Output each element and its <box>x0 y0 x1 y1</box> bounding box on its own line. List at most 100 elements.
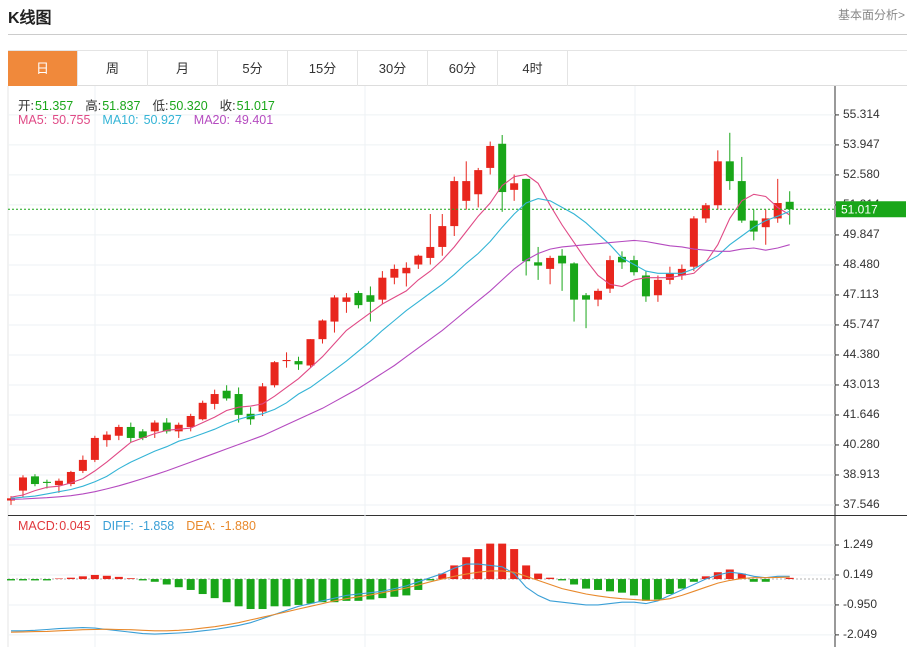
tab[interactable]: 5分 <box>218 51 288 86</box>
macd-bar <box>641 579 650 601</box>
info-value: 50.320 <box>169 99 208 113</box>
candle-body <box>773 203 782 219</box>
candle-body <box>486 145 495 168</box>
candle-body <box>138 431 147 438</box>
info-label: MA20: <box>193 113 230 127</box>
candle-body <box>18 477 27 491</box>
tab[interactable]: 日 <box>8 51 78 86</box>
candle-body <box>653 279 662 296</box>
macd-bar <box>390 579 399 597</box>
candle-body <box>606 260 614 289</box>
macd-bar <box>258 579 267 610</box>
candle-body <box>629 260 638 273</box>
candle-body <box>258 386 267 412</box>
candle-body <box>378 277 387 300</box>
info-item: DEA: -1.880 <box>186 519 256 533</box>
candle-body <box>617 256 626 263</box>
macd-bar <box>138 579 147 581</box>
y-tick-label: 37.546 <box>843 497 880 511</box>
candle-body <box>7 498 15 501</box>
candle-body <box>534 262 543 266</box>
candle-body <box>102 434 111 441</box>
tab[interactable]: 15分 <box>288 51 358 86</box>
macd-bar <box>174 579 183 588</box>
macd-bar <box>510 549 519 580</box>
y-tick-label: 49.847 <box>843 227 880 241</box>
info-value: 51.837 <box>102 99 141 113</box>
candle-body <box>342 297 351 302</box>
macd-bar <box>186 579 195 590</box>
macd-bar <box>114 576 123 580</box>
ma-line <box>10 198 790 499</box>
ma-line <box>10 173 790 498</box>
candle-body <box>474 170 483 195</box>
candle-body <box>270 362 279 386</box>
candle-body <box>318 320 327 340</box>
info-value: 50.755 <box>52 113 91 127</box>
tab[interactable]: 周 <box>78 51 148 86</box>
macd-bar <box>522 565 531 580</box>
macd-bar <box>270 579 279 607</box>
candle-body <box>558 255 567 264</box>
macd-bar <box>78 576 87 580</box>
macd-bar <box>210 579 219 599</box>
macd-bar <box>665 579 674 595</box>
candle-body <box>426 246 435 258</box>
candle-body <box>294 361 303 365</box>
macd-bar <box>150 579 159 582</box>
candle-body <box>390 268 399 278</box>
info-label: 开: <box>18 99 34 113</box>
macd-bar <box>450 565 459 580</box>
tab[interactable]: 月 <box>148 51 218 86</box>
candle-body <box>510 183 519 190</box>
candle-body <box>30 476 39 485</box>
candle-body <box>366 295 375 302</box>
info-value: -1.880 <box>220 519 256 533</box>
macd-bar <box>689 579 698 582</box>
candle-body <box>438 226 447 247</box>
info-item: MA20: 49.401 <box>194 113 273 127</box>
y-tick-label: 47.113 <box>843 287 879 301</box>
candle-body <box>462 181 471 201</box>
macd-bar <box>234 579 243 607</box>
candle-body <box>282 360 291 362</box>
tab[interactable]: 30分 <box>358 51 428 86</box>
y-tick-label: 0.149 <box>843 567 873 581</box>
macd-bar <box>594 579 603 590</box>
info-label: 收: <box>219 99 236 113</box>
macd-bar <box>677 579 686 589</box>
macd-bar <box>402 579 411 596</box>
indicator-line <box>10 570 790 633</box>
info-value: 0.045 <box>59 519 91 533</box>
macd-bar <box>486 543 495 580</box>
info-label: 高: <box>85 99 102 113</box>
y-tick-label: 38.913 <box>843 467 880 481</box>
candle-body <box>725 161 734 182</box>
candle-body <box>498 143 507 193</box>
macd-bar <box>30 579 39 581</box>
macd-bar <box>558 579 567 581</box>
last-price-box <box>836 201 906 218</box>
y-tick-label: 52.580 <box>843 167 880 181</box>
macd-bar <box>330 579 339 603</box>
candle-body <box>677 268 686 276</box>
macd-bar <box>18 579 27 581</box>
y-tick-label: -2.049 <box>843 627 877 641</box>
y-tick-label: 45.747 <box>843 317 880 331</box>
candle-body <box>306 339 315 366</box>
macd-bar <box>162 579 171 585</box>
macd-bar <box>617 579 626 593</box>
macd-bar <box>534 573 543 580</box>
y-tick-label: 53.947 <box>843 137 880 151</box>
macd-bar <box>198 579 207 595</box>
tab[interactable]: 60分 <box>428 51 498 86</box>
y-tick-label: -0.950 <box>843 597 877 611</box>
macd-bar <box>7 579 15 581</box>
y-tick-label: 43.013 <box>843 377 880 391</box>
info-item: MA10: 50.927 <box>102 113 181 127</box>
tab[interactable]: 4时 <box>498 51 568 86</box>
candle-body <box>126 426 135 438</box>
candle-body <box>330 297 339 322</box>
analysis-link[interactable]: 基本面分析> <box>837 8 905 22</box>
